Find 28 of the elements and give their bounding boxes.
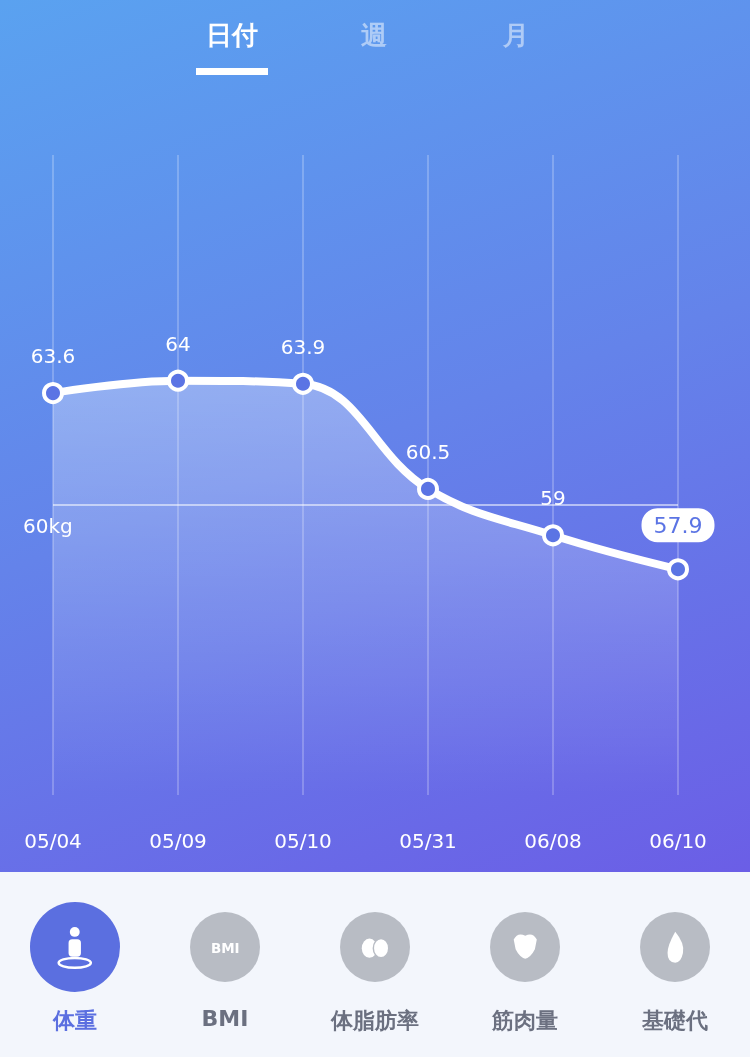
point — [167, 369, 189, 392]
data-label: 63.6 — [30, 344, 76, 369]
x-tick-label: 05/04 — [24, 829, 82, 853]
x-tick-label: 05/31 — [399, 829, 457, 853]
data-label: 57.9 — [653, 512, 703, 538]
point — [542, 524, 564, 547]
bmi-icon: BMI — [190, 912, 260, 982]
point — [417, 477, 439, 500]
point — [667, 558, 689, 581]
ref-line-label: 60kg — [23, 514, 73, 539]
x-tick-label: 05/09 — [149, 829, 207, 853]
data-label: 64 — [165, 331, 191, 356]
x-tick-label: 06/10 — [649, 829, 707, 853]
data-label: 63.9 — [280, 334, 326, 359]
text: 体重 — [53, 1007, 97, 1035]
text: 月 — [502, 19, 530, 52]
point — [42, 382, 64, 405]
text: 体脂肪率 — [331, 1007, 419, 1035]
text: BMI — [201, 1006, 249, 1031]
data-label: 59 — [540, 486, 566, 511]
text: 日付 — [205, 19, 259, 52]
text: 基礎代 — [642, 1007, 708, 1035]
x-tick-label: 06/08 — [524, 829, 582, 853]
text: 週 — [360, 19, 388, 52]
point — [292, 372, 314, 395]
data-label: 60.5 — [405, 439, 451, 464]
x-tick-label: 05/10 — [274, 829, 332, 853]
text: 筋肉量 — [492, 1007, 558, 1035]
